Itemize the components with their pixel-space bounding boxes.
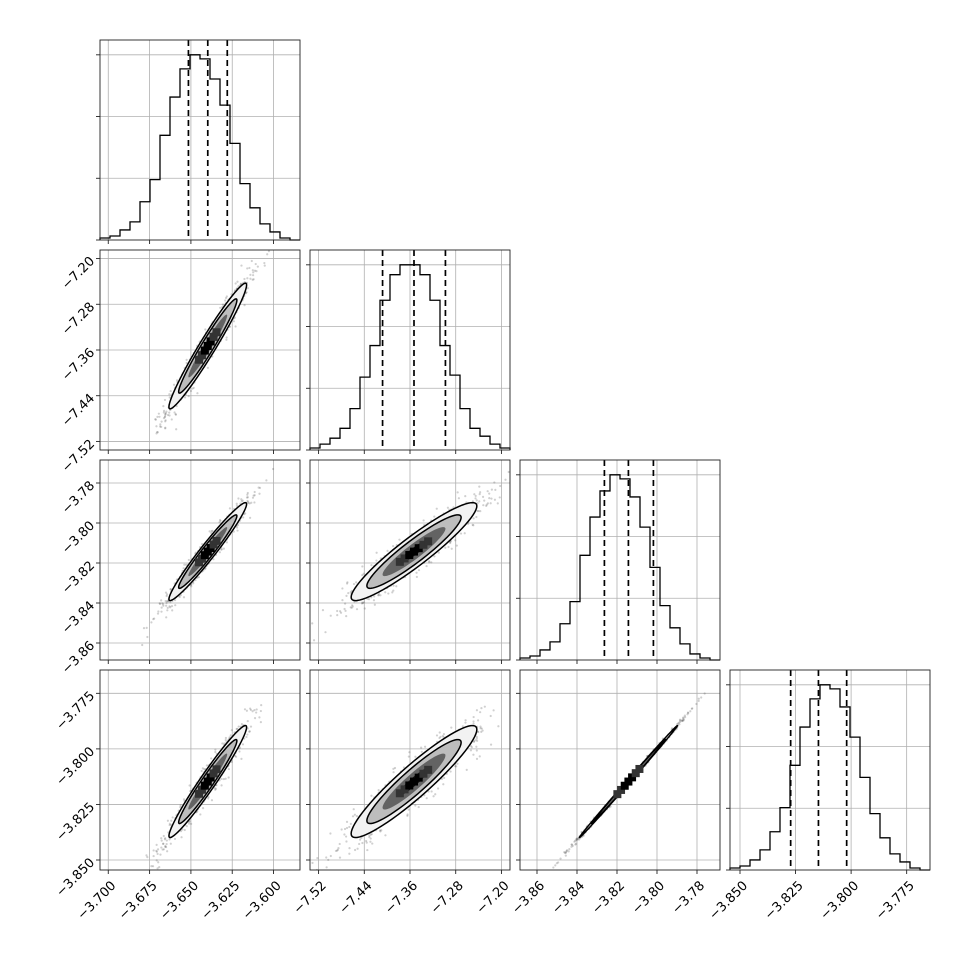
histogram-step-2 xyxy=(519,474,720,661)
density-layer xyxy=(311,705,500,870)
density-block-3 xyxy=(203,342,212,350)
x-tick-label-1-0: −7.52 xyxy=(291,878,330,917)
density-block-1 xyxy=(197,785,206,794)
density-block-5 xyxy=(419,540,428,549)
panel-frame xyxy=(519,459,721,661)
x-tick-label-0-2: −3.650 xyxy=(157,878,202,923)
x-tick-label-1-4: −7.20 xyxy=(474,878,513,917)
density-block-5 xyxy=(419,769,428,778)
density-layer xyxy=(141,467,275,647)
x-tick-label-1-1: −7.44 xyxy=(337,878,376,917)
density-block-1 xyxy=(400,785,409,794)
density-block-2 xyxy=(405,551,414,560)
y-tick-label-1-4: −7.20 xyxy=(59,254,98,293)
x-tick-label-0-1: −3.675 xyxy=(116,878,161,923)
y-tick-label-3-0: −3.850 xyxy=(53,855,98,900)
density-block-0 xyxy=(195,355,204,364)
y-tick-label-2-1: −3.84 xyxy=(59,598,98,637)
x-tick-label-1-2: −7.36 xyxy=(382,878,421,917)
y-tick-label-2-0: −3.86 xyxy=(59,638,98,677)
scatter-panel-1-0 xyxy=(96,249,301,454)
density-block-2 xyxy=(620,781,629,790)
x-tick-label-3-0: −3.850 xyxy=(706,878,751,923)
density-block-0 xyxy=(613,790,622,799)
histogram-panel-1 xyxy=(306,249,511,454)
density-block-5 xyxy=(631,769,640,778)
density-block-4 xyxy=(206,337,215,346)
x-tick-label-2-3: −3.80 xyxy=(629,878,668,917)
histogram-step-1 xyxy=(309,264,511,450)
density-block-4 xyxy=(414,544,423,553)
y-tick-label-3-2: −3.800 xyxy=(53,744,98,789)
panel-frame xyxy=(99,459,301,661)
density-layer xyxy=(154,250,271,435)
x-tick-label-2-4: −3.78 xyxy=(669,878,708,917)
y-tick-label-2-3: −3.80 xyxy=(59,518,98,557)
density-block-2 xyxy=(200,346,209,355)
density-block-2 xyxy=(405,781,414,790)
x-tick-label-2-1: −3.84 xyxy=(549,878,588,917)
density-block-3 xyxy=(624,777,633,786)
density-block-1 xyxy=(197,351,206,360)
density-block-6 xyxy=(635,764,644,773)
panel-frame xyxy=(99,669,301,871)
density-block-5 xyxy=(209,769,218,778)
density-block-3 xyxy=(410,547,418,556)
density-layer xyxy=(552,692,706,869)
density-layer xyxy=(145,704,263,870)
x-tick-label-3-1: −3.825 xyxy=(762,878,807,923)
y-tick-label-3-1: −3.825 xyxy=(53,800,98,845)
panel-frame xyxy=(519,669,721,871)
y-tick-label-2-4: −3.78 xyxy=(59,478,98,517)
density-block-4 xyxy=(414,773,423,782)
density-block-6 xyxy=(212,765,221,774)
density-block-1 xyxy=(400,554,409,563)
y-tick-label-1-3: −7.28 xyxy=(59,300,98,339)
density-block-6 xyxy=(424,765,433,774)
density-block-1 xyxy=(617,785,626,794)
y-tick-label-1-0: −7.52 xyxy=(59,437,98,476)
panel-frame xyxy=(729,669,931,871)
density-block-4 xyxy=(628,773,637,782)
scatter-panel-3-0 xyxy=(96,669,301,874)
histogram-step-0 xyxy=(99,54,300,241)
histogram-panel-3 xyxy=(726,669,931,874)
density-block-6 xyxy=(424,537,433,546)
histogram-panel-2 xyxy=(516,459,721,664)
density-block-3 xyxy=(410,777,418,786)
histogram-step-3 xyxy=(729,684,930,871)
histogram-panel-0 xyxy=(96,39,301,244)
panel-frame xyxy=(99,39,301,241)
density-block-3 xyxy=(203,777,212,786)
x-tick-label-3-2: −3.800 xyxy=(818,878,863,923)
scatter-panel-3-1 xyxy=(306,669,511,874)
density-block-6 xyxy=(212,536,221,545)
x-tick-label-1-3: −7.28 xyxy=(428,878,467,917)
x-tick-label-2-0: −3.86 xyxy=(509,878,548,917)
x-tick-label-0-0: −3.700 xyxy=(75,878,120,923)
scatter-panel-3-2 xyxy=(516,669,721,874)
density-block-0 xyxy=(395,557,404,566)
density-block-0 xyxy=(195,789,204,798)
density-layer xyxy=(311,470,510,642)
density-block-2 xyxy=(200,781,209,790)
scatter-panel-2-1 xyxy=(306,459,511,664)
density-block-4 xyxy=(206,773,215,782)
y-tick-label-1-1: −7.44 xyxy=(59,391,98,430)
x-tick-label-0-3: −3.625 xyxy=(199,878,244,923)
y-tick-label-2-2: −3.82 xyxy=(59,558,98,597)
density-block-6 xyxy=(212,328,221,337)
density-block-0 xyxy=(395,789,404,798)
x-tick-label-2-2: −3.82 xyxy=(589,878,628,917)
scatter-panel-2-0 xyxy=(96,459,301,664)
y-tick-label-1-2: −7.36 xyxy=(59,345,98,384)
x-tick-label-0-4: −3.600 xyxy=(240,878,285,923)
density-block-5 xyxy=(209,332,218,341)
y-tick-label-3-3: −3.775 xyxy=(53,689,98,734)
x-tick-label-3-3: −3.775 xyxy=(873,878,918,923)
